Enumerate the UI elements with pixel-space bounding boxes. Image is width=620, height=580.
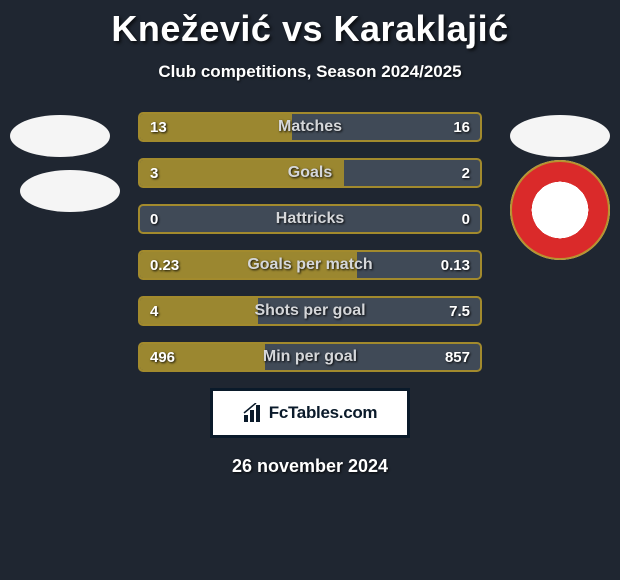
- stat-right-value: 7.5: [449, 303, 470, 320]
- stat-label: Matches: [278, 118, 342, 136]
- stat-row: 4 Shots per goal 7.5: [138, 296, 482, 326]
- club-left-crest-placeholder: [20, 170, 120, 212]
- stat-row: 3 Goals 2: [138, 158, 482, 188]
- stat-left-value: 4: [150, 303, 158, 320]
- player-right-avatar: [510, 115, 610, 157]
- stat-right-value: 0: [462, 211, 470, 228]
- brand-icon: [243, 403, 263, 423]
- date-text: 26 november 2024: [0, 456, 620, 477]
- stat-right-value: 857: [445, 349, 470, 366]
- stat-left-value: 0: [150, 211, 158, 228]
- stat-label: Min per goal: [263, 348, 357, 366]
- brand-badge: FcTables.com: [210, 388, 410, 438]
- stat-left-value: 3: [150, 165, 158, 182]
- stat-left-value: 496: [150, 349, 175, 366]
- stat-label: Hattricks: [276, 210, 344, 228]
- player-left-avatar: [10, 115, 110, 157]
- stat-row: 0.23 Goals per match 0.13: [138, 250, 482, 280]
- stat-right-value: 2: [462, 165, 470, 182]
- subtitle: Club competitions, Season 2024/2025: [0, 62, 620, 82]
- stat-label: Shots per goal: [254, 302, 365, 320]
- stat-row: 496 Min per goal 857: [138, 342, 482, 372]
- stat-label: Goals per match: [247, 256, 372, 274]
- club-right-crest: [510, 160, 610, 260]
- stat-label: Goals: [288, 164, 332, 182]
- stat-left-value: 0.23: [150, 257, 179, 274]
- page-title: Knežević vs Karaklajić: [0, 0, 620, 50]
- stat-left-value: 13: [150, 119, 167, 136]
- brand-text: FcTables.com: [269, 403, 378, 423]
- stats-table: 13 Matches 16 3 Goals 2 0 Hattricks 0 0.23 Goals p…: [138, 112, 482, 372]
- stat-right-value: 0.13: [441, 257, 470, 274]
- stat-row: 13 Matches 16: [138, 112, 482, 142]
- stat-row: 0 Hattricks 0: [138, 204, 482, 234]
- stat-right-value: 16: [453, 119, 470, 136]
